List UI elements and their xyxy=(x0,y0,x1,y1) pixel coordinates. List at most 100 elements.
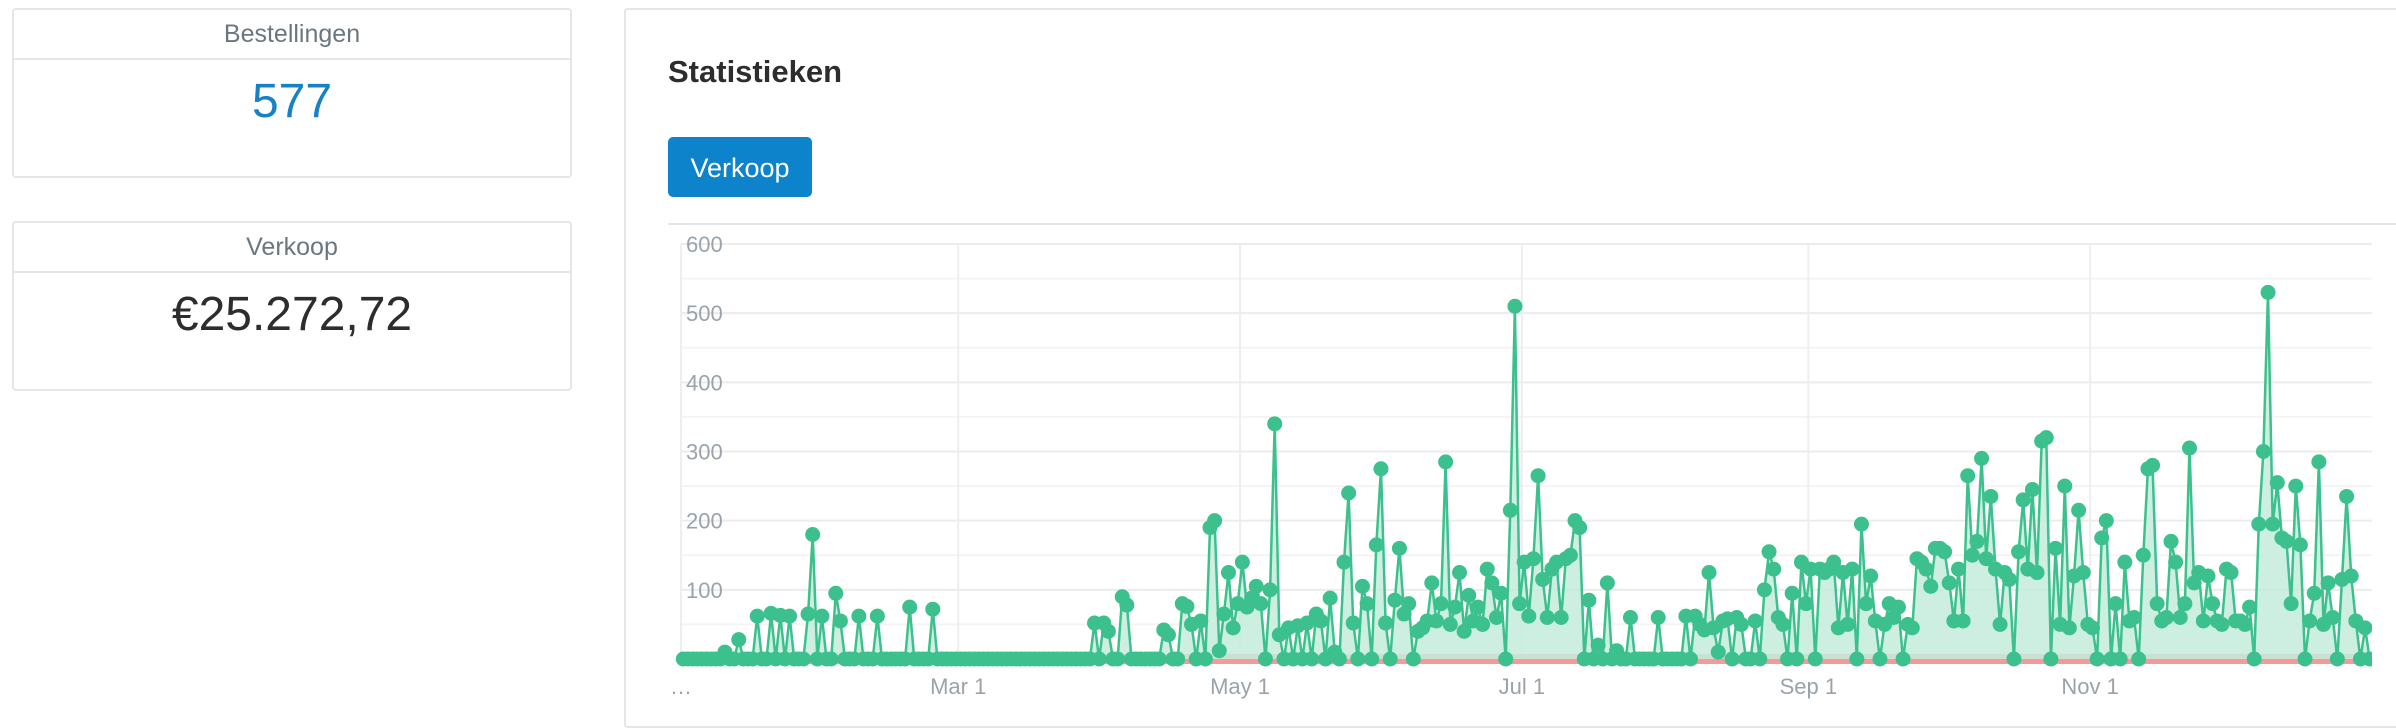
data-point xyxy=(1498,651,1514,667)
data-point xyxy=(1974,450,1990,466)
data-point xyxy=(1304,651,1320,667)
x-tick-label: Jul 1 xyxy=(1499,674,1545,699)
data-point xyxy=(1484,575,1500,591)
data-point xyxy=(1170,651,1186,667)
data-point xyxy=(2024,482,2040,498)
data-point xyxy=(1853,516,1869,532)
data-point xyxy=(782,608,798,624)
data-point xyxy=(1452,565,1468,581)
y-tick-label: 100 xyxy=(686,578,723,603)
data-point xyxy=(2343,568,2359,584)
data-point xyxy=(1442,616,1458,632)
data-point xyxy=(1262,582,1278,598)
data-point xyxy=(2269,475,2285,491)
sales-chart: 600 500 400 300 200 100 … Mar 1 May 1 Jul 1 Sep 1 N… xyxy=(670,232,2372,699)
data-point xyxy=(2061,620,2077,636)
data-point xyxy=(1234,554,1250,570)
data-point xyxy=(1160,627,1176,643)
data-point xyxy=(1590,637,1606,653)
data-point xyxy=(1775,616,1791,632)
data-point xyxy=(1969,533,1985,549)
x-tick-label: … xyxy=(670,674,692,699)
data-point xyxy=(1359,596,1375,612)
data-point xyxy=(1512,596,1528,612)
data-point xyxy=(1807,651,1823,667)
data-point xyxy=(1960,468,1976,484)
data-point xyxy=(1100,623,1116,639)
y-tick-label: 400 xyxy=(686,370,723,395)
data-point xyxy=(1354,578,1370,594)
orders-count: 577 xyxy=(251,75,333,128)
data-point xyxy=(1683,651,1699,667)
data-point xyxy=(1525,551,1541,567)
data-point xyxy=(1581,592,1597,608)
data-point xyxy=(1904,620,1920,636)
data-point xyxy=(2089,651,2105,667)
data-point xyxy=(1766,561,1782,577)
data-point xyxy=(2302,613,2318,629)
divider xyxy=(668,223,2396,225)
y-tick-label: 300 xyxy=(686,440,723,465)
data-point xyxy=(2043,651,2059,667)
data-point xyxy=(1401,596,1417,612)
sales-button[interactable]: Verkoop xyxy=(668,137,812,197)
data-point xyxy=(1382,651,1398,667)
data-point xyxy=(2288,478,2304,494)
data-point xyxy=(1872,651,1888,667)
data-point xyxy=(2048,540,2064,556)
data-point xyxy=(1424,575,1440,591)
data-point xyxy=(2029,565,2045,581)
sales-card-title: Verkoop xyxy=(14,223,570,273)
data-point xyxy=(2357,620,2372,636)
data-point xyxy=(2098,513,2114,529)
data-point xyxy=(1562,547,1578,563)
data-point xyxy=(1364,651,1380,667)
data-point xyxy=(1761,544,1777,560)
data-point xyxy=(2214,616,2230,632)
data-point xyxy=(1225,620,1241,636)
data-point xyxy=(832,613,848,629)
data-point xyxy=(2094,530,2110,546)
data-point xyxy=(1701,565,1717,581)
data-point xyxy=(1530,468,1546,484)
data-point xyxy=(1433,596,1449,612)
data-point xyxy=(2265,516,2281,532)
data-point xyxy=(2131,651,2147,667)
data-point xyxy=(2223,565,2239,581)
data-point xyxy=(1710,644,1726,660)
data-point xyxy=(2297,651,2313,667)
data-point xyxy=(823,651,839,667)
data-point xyxy=(2075,565,2091,581)
data-point xyxy=(2306,585,2322,601)
data-point xyxy=(2057,478,2073,494)
data-point xyxy=(1650,610,1666,625)
data-point xyxy=(2242,599,2258,615)
data-point xyxy=(1784,585,1800,601)
data-point xyxy=(1858,596,1874,612)
data-point xyxy=(1923,578,1939,594)
data-point xyxy=(2084,620,2100,636)
data-point xyxy=(1368,537,1384,553)
data-point xyxy=(1220,565,1236,581)
data-point xyxy=(828,585,844,601)
data-point xyxy=(2251,516,2267,532)
data-point xyxy=(1341,485,1357,501)
data-point xyxy=(2001,571,2017,587)
data-point xyxy=(731,632,747,648)
data-point xyxy=(1918,561,1934,577)
orders-card-title: Bestellingen xyxy=(14,10,570,60)
data-point xyxy=(1553,610,1569,625)
data-point xyxy=(1378,615,1394,631)
data-point xyxy=(1572,520,1588,536)
data-point xyxy=(2283,596,2299,612)
data-point xyxy=(2108,596,2124,612)
data-point xyxy=(1267,416,1283,432)
data-point xyxy=(1373,461,1389,477)
x-tick-label: May 1 xyxy=(1210,674,1270,699)
data-point xyxy=(1461,587,1477,603)
data-point xyxy=(1747,613,1763,629)
data-point xyxy=(2325,610,2341,625)
data-point xyxy=(2292,537,2308,553)
x-tick-label: Sep 1 xyxy=(1780,674,1838,699)
data-point xyxy=(1119,597,1135,613)
